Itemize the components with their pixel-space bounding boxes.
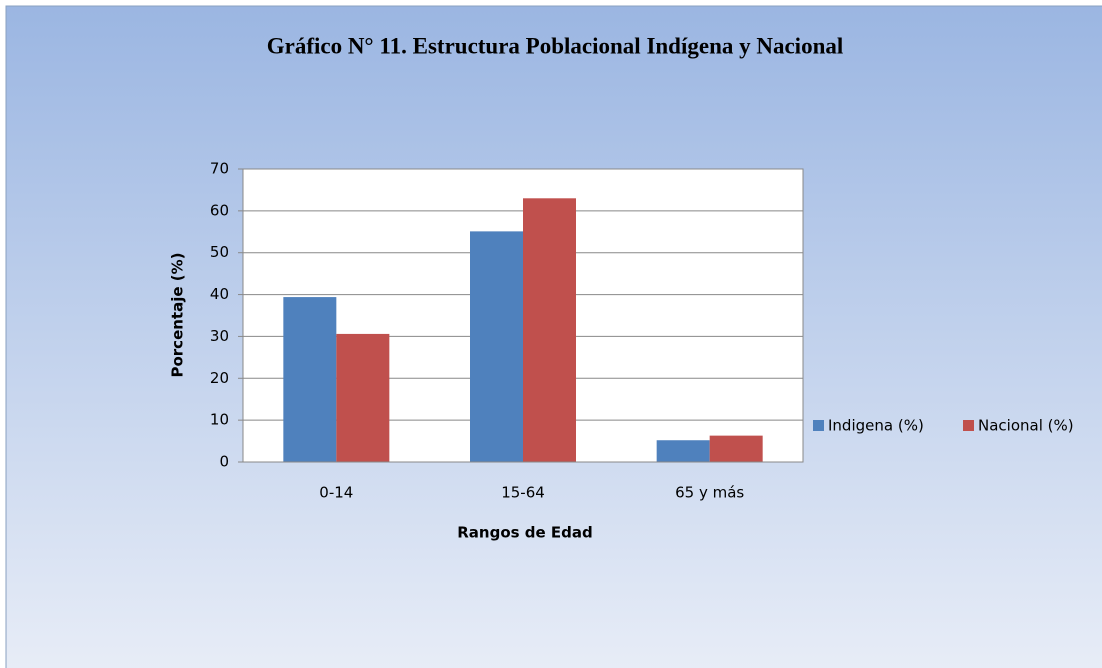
x-tick-label: 65 y más [675, 484, 744, 502]
legend-swatch [813, 420, 824, 431]
x-axis-label: Rangos de Edad [457, 524, 593, 542]
x-tick-label: 0-14 [319, 484, 353, 502]
bar [523, 198, 576, 463]
chart-title: Gráfico N° 11. Estructura Poblacional In… [267, 33, 844, 58]
bar [656, 440, 710, 462]
bar [709, 435, 763, 462]
y-tick-label: 30 [210, 327, 229, 345]
y-tick-label: 0 [219, 453, 229, 471]
y-tick-label: 70 [210, 160, 229, 178]
y-tick-label: 60 [210, 201, 229, 219]
x-tick-label: 15-64 [501, 484, 545, 502]
legend-label: Indigena (%) [828, 417, 924, 435]
y-tick-label: 10 [210, 411, 229, 429]
bar [470, 231, 523, 462]
legend-swatch [963, 420, 974, 431]
bar [283, 297, 337, 462]
y-tick-label: 50 [210, 243, 229, 261]
y-axis-label: Porcentaje (%) [169, 252, 187, 377]
legend-label: Nacional (%) [978, 417, 1074, 435]
y-tick-label: 20 [210, 369, 229, 387]
y-tick-label: 40 [210, 285, 229, 303]
bar [336, 333, 390, 462]
